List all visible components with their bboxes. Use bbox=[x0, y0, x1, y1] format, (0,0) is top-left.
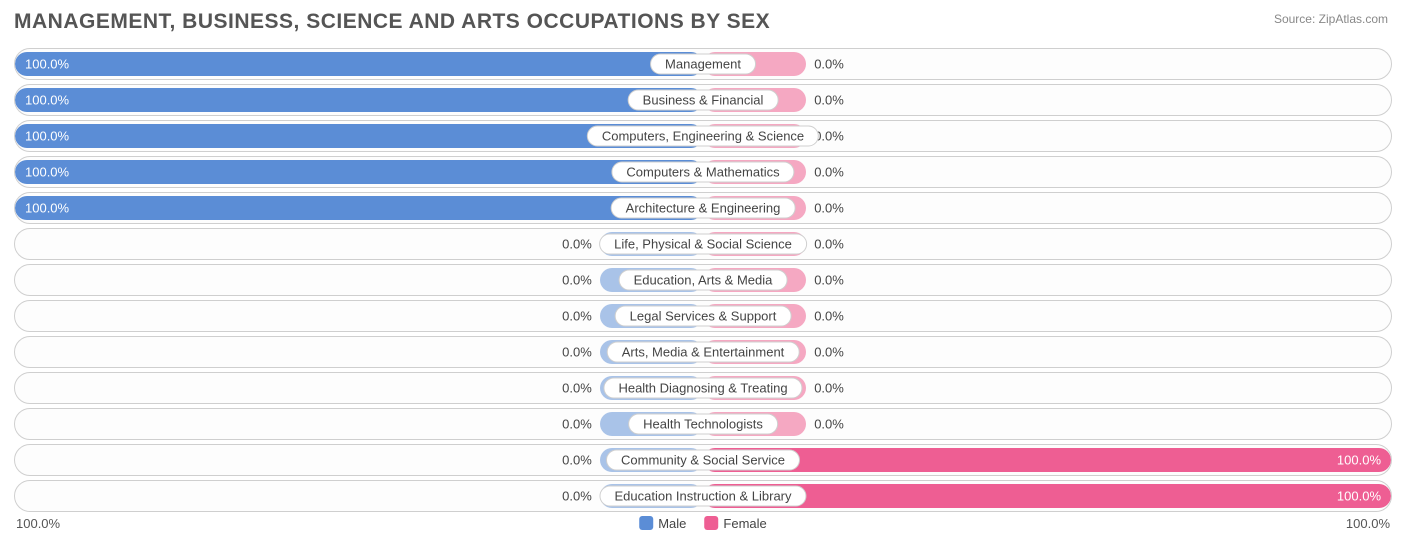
legend-male: Male bbox=[639, 516, 686, 531]
female-value: 100.0% bbox=[1337, 489, 1381, 504]
category-label: Computers & Mathematics bbox=[611, 162, 794, 183]
male-value: 0.0% bbox=[562, 345, 592, 360]
axis-row: 100.0% Male Female 100.0% bbox=[14, 516, 1392, 536]
category-label: Arts, Media & Entertainment bbox=[607, 342, 800, 363]
female-swatch bbox=[704, 516, 718, 530]
male-value: 0.0% bbox=[562, 273, 592, 288]
female-value: 0.0% bbox=[814, 237, 844, 252]
category-label: Computers, Engineering & Science bbox=[587, 126, 819, 147]
female-value: 0.0% bbox=[814, 165, 844, 180]
male-value: 100.0% bbox=[25, 165, 69, 180]
female-value: 0.0% bbox=[814, 93, 844, 108]
chart-title: MANAGEMENT, BUSINESS, SCIENCE AND ARTS O… bbox=[0, 0, 1406, 34]
axis-left-label: 100.0% bbox=[16, 516, 60, 531]
male-value: 100.0% bbox=[25, 93, 69, 108]
legend-male-label: Male bbox=[658, 516, 686, 531]
category-label: Management bbox=[650, 54, 756, 75]
chart-area: 100.0% 0.0% Management 100.0% 0.0% Business &… bbox=[14, 48, 1392, 535]
male-value: 100.0% bbox=[25, 201, 69, 216]
male-value: 0.0% bbox=[562, 309, 592, 324]
category-label: Architecture & Engineering bbox=[611, 198, 796, 219]
bar-row: 100.0% 0.0% Architecture & Engineering bbox=[14, 192, 1392, 224]
female-value: 100.0% bbox=[1337, 453, 1381, 468]
female-value: 0.0% bbox=[814, 345, 844, 360]
bar-row: 0.0% 0.0% Education, Arts & Media bbox=[14, 264, 1392, 296]
bar-row: 0.0% 0.0% Health Diagnosing & Treating bbox=[14, 372, 1392, 404]
male-value: 0.0% bbox=[562, 237, 592, 252]
category-label: Business & Financial bbox=[628, 90, 779, 111]
legend: Male Female bbox=[639, 516, 767, 531]
category-label: Education, Arts & Media bbox=[619, 270, 788, 291]
male-value: 0.0% bbox=[562, 453, 592, 468]
male-value: 0.0% bbox=[562, 381, 592, 396]
bar-row: 0.0% 0.0% Life, Physical & Social Science bbox=[14, 228, 1392, 260]
category-label: Community & Social Service bbox=[606, 450, 800, 471]
female-bar: 100.0% bbox=[703, 448, 1391, 472]
bar-row: 0.0% 100.0% Education Instruction & Librar… bbox=[14, 480, 1392, 512]
legend-female: Female bbox=[704, 516, 766, 531]
bar-row: 0.0% 0.0% Health Technologists bbox=[14, 408, 1392, 440]
bar-row: 100.0% 0.0% Computers & Mathematics bbox=[14, 156, 1392, 188]
bar-row: 0.0% 100.0% Community & Social Service bbox=[14, 444, 1392, 476]
male-bar: 100.0% bbox=[15, 196, 703, 220]
male-swatch bbox=[639, 516, 653, 530]
category-label: Health Diagnosing & Treating bbox=[603, 378, 802, 399]
bar-row: 100.0%0.0%Computers, Engineering & Scien… bbox=[14, 120, 1392, 152]
male-bar: 100.0% bbox=[15, 88, 703, 112]
category-label: Legal Services & Support bbox=[615, 306, 792, 327]
bar-row: 100.0% 0.0% Business & Financial bbox=[14, 84, 1392, 116]
female-value: 0.0% bbox=[814, 309, 844, 324]
axis-right-label: 100.0% bbox=[1346, 516, 1390, 531]
female-value: 0.0% bbox=[814, 57, 844, 72]
legend-female-label: Female bbox=[723, 516, 766, 531]
female-value: 0.0% bbox=[814, 417, 844, 432]
category-label: Life, Physical & Social Science bbox=[599, 234, 807, 255]
male-value: 100.0% bbox=[25, 57, 69, 72]
bar-row: 0.0% 0.0% Arts, Media & Entertainment bbox=[14, 336, 1392, 368]
bar-row: 100.0% 0.0% Management bbox=[14, 48, 1392, 80]
bar-rows-container: 100.0% 0.0% Management 100.0% 0.0% Business &… bbox=[14, 48, 1392, 512]
bar-row: 0.0% 0.0% Legal Services & Support bbox=[14, 300, 1392, 332]
female-value: 0.0% bbox=[814, 273, 844, 288]
male-value: 0.0% bbox=[562, 417, 592, 432]
source-attribution: Source: ZipAtlas.com bbox=[1274, 12, 1388, 26]
female-value: 0.0% bbox=[814, 381, 844, 396]
category-label: Education Instruction & Library bbox=[599, 486, 806, 507]
male-bar: 100.0% bbox=[15, 52, 703, 76]
male-bar: 100.0% bbox=[15, 160, 703, 184]
male-value: 0.0% bbox=[562, 489, 592, 504]
female-value: 0.0% bbox=[814, 201, 844, 216]
male-value: 100.0% bbox=[25, 129, 69, 144]
category-label: Health Technologists bbox=[628, 414, 778, 435]
